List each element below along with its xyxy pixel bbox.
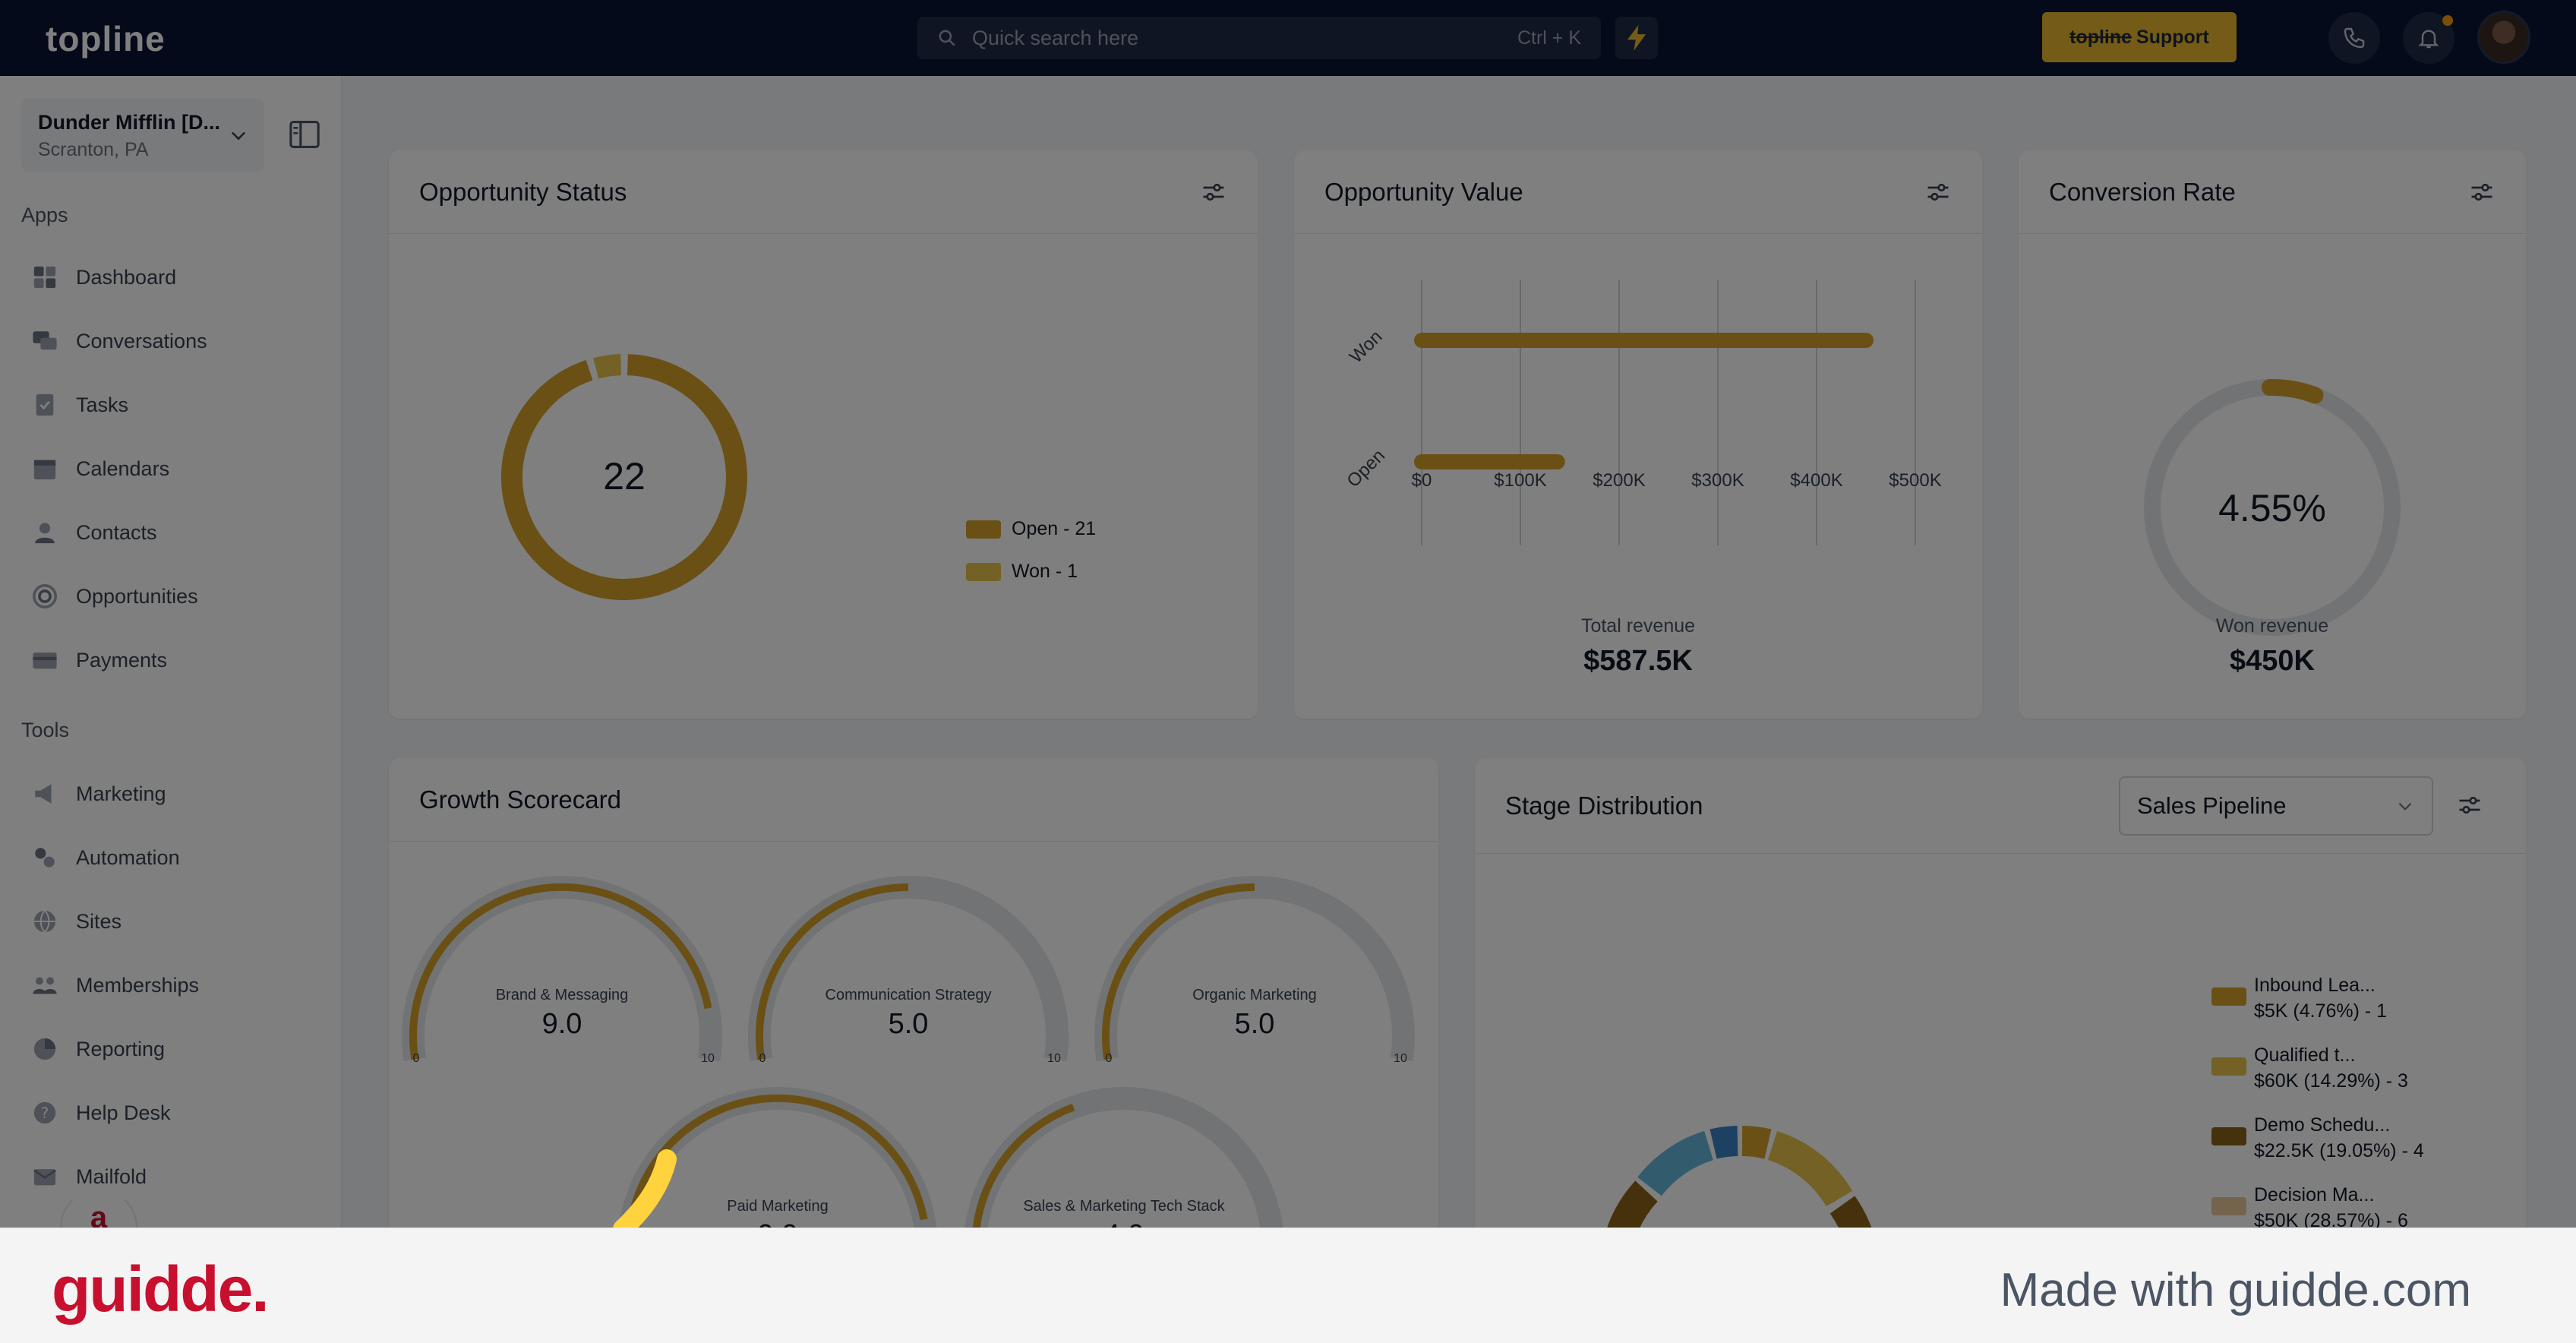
made-with-text: Made with guidde.com xyxy=(2000,1264,2471,1316)
guidde-logo[interactable]: guidde. xyxy=(52,1253,270,1325)
guidde-footer: guidde. Made with guidde.com xyxy=(0,1228,2576,1343)
cursor-highlight-stroke xyxy=(613,1149,677,1231)
screen-dim-overlay xyxy=(0,0,2576,1228)
